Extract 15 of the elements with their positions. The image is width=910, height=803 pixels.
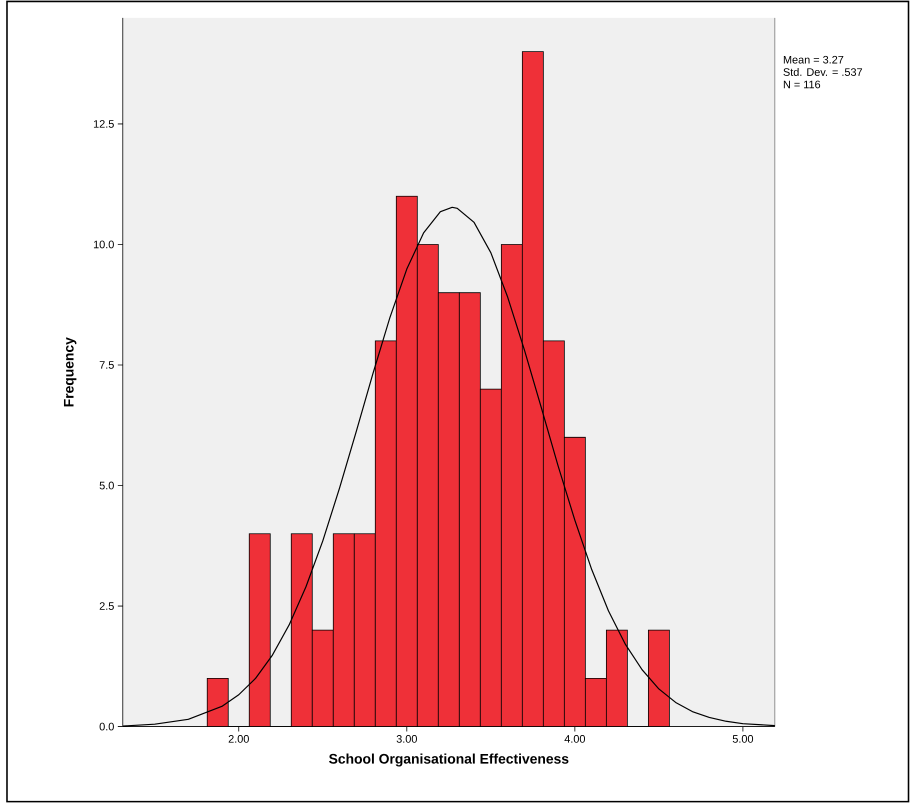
y-tick-label: 0.0 bbox=[100, 722, 114, 730]
text: Mean = 3.27 bbox=[784, 56, 844, 64]
y-tick-label: 2.5 bbox=[100, 602, 114, 610]
x-axis-title: School Organisational Effectiveness bbox=[329, 753, 568, 766]
y-tick-label: 7.5 bbox=[100, 361, 114, 369]
x-tick-label: 3.00 bbox=[396, 735, 417, 743]
text: Std. Dev. = .537 bbox=[783, 68, 862, 76]
y-tick-label: 12.5 bbox=[94, 120, 114, 128]
x-tick-label: 2.00 bbox=[228, 735, 249, 743]
y-axis-title: Frequency bbox=[64, 337, 76, 406]
x-tick-label: 5.00 bbox=[732, 735, 754, 743]
x-tick-label: 4.00 bbox=[564, 735, 586, 743]
y-tick-label: 10.0 bbox=[94, 240, 114, 248]
y-tick-label: 5.0 bbox=[100, 482, 114, 490]
text: N = 116 bbox=[784, 80, 820, 88]
